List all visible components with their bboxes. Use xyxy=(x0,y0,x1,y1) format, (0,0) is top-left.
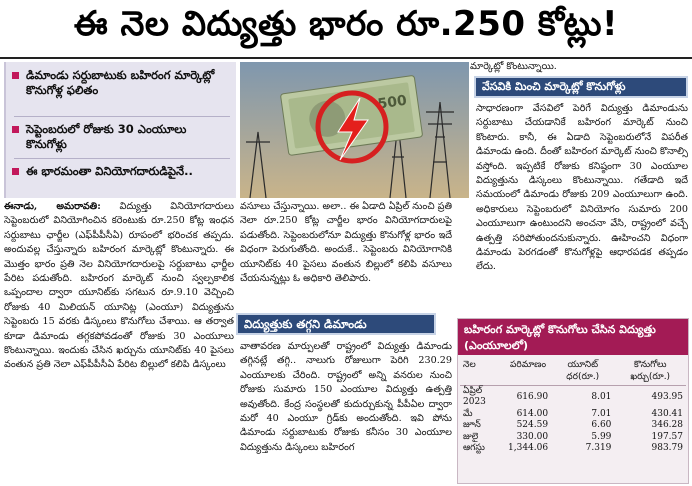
bullet-marker-icon xyxy=(12,126,19,133)
dateline: ఈనాడు, అమరావతి: xyxy=(4,201,101,212)
bullet-marker-icon xyxy=(12,72,19,79)
highlight-3: ఈ భారమంతా వినియోగదారుడిపైనే.. xyxy=(12,164,226,179)
bullet-marker-icon xyxy=(12,168,19,175)
svg-text:500: 500 xyxy=(377,93,408,113)
quantity-cell: 524.59 xyxy=(516,420,549,431)
headline: ఈ నెల విద్యుత్తు భారం రూ.250 కోట్లు! xyxy=(73,4,619,44)
quantity-cell: 1,344.06 xyxy=(508,443,549,454)
cost-cell: 346.28 xyxy=(651,420,684,431)
month-cell: జులై xyxy=(463,431,479,442)
divider xyxy=(14,158,230,159)
table-row: మే 614.00 7.01 430.41 xyxy=(460,409,686,420)
table-row: ఆగస్టు 1,344.06 7.319 983.79 xyxy=(460,443,686,454)
highlight-1: డిమాండు సర్దుబాటుకు బహిరంగ మార్కెట్లో కొ… xyxy=(12,68,226,98)
purchase-table: నెల పరిమాణం యూనిట్ ధర(రూ.) కొనుగోలు ఖర్చ… xyxy=(460,357,686,454)
cost-cell: 493.95 xyxy=(651,391,684,402)
cost-cell: 430.41 xyxy=(651,408,684,419)
table-header-row: నెల పరిమాణం యూనిట్ ధర(రూ.) కొనుగోలు ఖర్చ… xyxy=(460,357,686,386)
right-top-line: మార్కెట్లో కొంటున్నాయి. xyxy=(470,61,557,72)
column-header: యూనిట్ ధర(రూ.) xyxy=(551,357,615,386)
currency-power-image: 500 xyxy=(240,62,469,198)
highlight-2: సెప్టెంబరులో రోజుకు 30 ఎంయూలు కొనుగోళ్లు xyxy=(12,122,226,152)
middle-column-text: వసూలు చేస్తున్నాయి. అలా.. ఈ ఏడాది ఏప్రిల… xyxy=(240,201,452,285)
section-heading-summer: వేసవికి మించి మార్కెట్లో కొనుగోళ్లు xyxy=(474,76,688,98)
month-cell: ఏప్రిల్ 2023 xyxy=(463,386,486,408)
unit-price-cell: 5.99 xyxy=(591,431,612,442)
quantity-cell: 616.90 xyxy=(516,391,549,402)
section-heading-demand: విద్యుత్తుకు తగ్గని డిమాండు xyxy=(236,313,436,335)
unit-price-cell: 7.319 xyxy=(585,443,612,454)
table-row: జూన్ 524.59 6.60 346.28 xyxy=(460,420,686,431)
unit-price-cell: 8.01 xyxy=(591,391,612,402)
cost-cell: 197.57 xyxy=(651,431,684,442)
month-cell: మే xyxy=(463,408,473,419)
headline-rule xyxy=(0,57,692,59)
table-row: జులై 330.00 5.99 197.57 xyxy=(460,432,686,443)
quantity-cell: 614.00 xyxy=(516,408,549,419)
divider xyxy=(14,116,230,117)
unit-price-cell: 6.60 xyxy=(591,420,612,431)
purchase-table-box: బహిరంగ మార్కెట్లో కొనుగోలు చేసిన విద్యుత… xyxy=(457,318,689,484)
middle-section-text: వాతావరణ మార్పులతో రాష్ట్రంలో విద్యుత్తు … xyxy=(240,341,452,453)
column-header: కొనుగోలు ఖర్చు(రూ.) xyxy=(614,357,686,386)
unit-price-cell: 7.01 xyxy=(591,408,612,419)
cost-cell: 983.79 xyxy=(651,443,684,454)
left-column-text: ఈనాడు, అమరావతి: విద్యుత్తు వినియోగదారులు… xyxy=(4,200,234,484)
illustration-photo: 500 xyxy=(240,62,469,198)
highlights-box: డిమాండు సర్దుబాటుకు బహిరంగ మార్కెట్లో కొ… xyxy=(4,62,236,198)
column-header: నెల xyxy=(460,357,505,386)
quantity-cell: 330.00 xyxy=(516,431,549,442)
month-cell: ఆగస్టు xyxy=(463,443,485,454)
article-body-1: విద్యుత్తు వినియోగదారులు సెప్టెంబరులో వి… xyxy=(4,201,234,371)
table-title: బహిరంగ మార్కెట్లో కొనుగోలు చేసిన విద్యుత… xyxy=(458,319,688,355)
column-header: పరిమాణం xyxy=(505,357,552,386)
table-row: ఏప్రిల్ 2023 616.90 8.01 493.95 xyxy=(460,386,686,409)
right-column-text: సాధారణంగా వేసవిలో పెరిగే విద్యుత్తు డిమా… xyxy=(476,103,688,273)
month-cell: జూన్ xyxy=(463,420,481,431)
